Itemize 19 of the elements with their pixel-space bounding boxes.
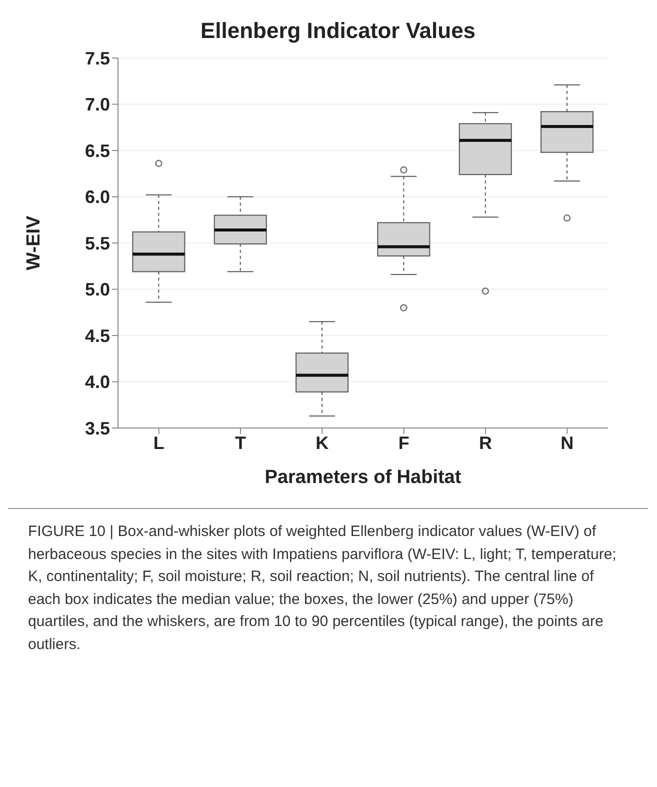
- y-axis-title: W-EIV: [24, 215, 45, 270]
- y-tick-label: 4.0: [84, 372, 110, 392]
- x-axis-title: Parameters of Habitat: [264, 467, 462, 488]
- x-tick-label: T: [235, 432, 246, 453]
- y-tick-label: 5.5: [84, 233, 110, 254]
- y-tick-label: 3.5: [84, 418, 110, 438]
- x-tick-label: L: [153, 432, 164, 453]
- y-tick-label: 6.5: [84, 140, 110, 161]
- x-tick-label: N: [560, 432, 574, 453]
- y-tick-label: 7.0: [84, 94, 110, 115]
- x-tick-label: K: [316, 432, 329, 453]
- x-tick-label: R: [479, 432, 492, 453]
- y-tick-label: 6.0: [84, 187, 110, 208]
- y-tick-label: 5.0: [84, 280, 110, 300]
- x-tick-label: F: [398, 432, 410, 453]
- y-tick-label: 7.5: [84, 48, 110, 68]
- chart-title: Ellenberg Indicator Values: [200, 18, 476, 43]
- y-tick-label: 4.5: [84, 326, 110, 346]
- caption: FIGURE 10 | Box-and-whisker plots of weighted Ellenberg indicator values (W-EIV) of herbaceous species in the sites with Impatiens parviflora (W-EIV: L, light; T, temperature; K, continentality; F, soil moisture; R, soil reaction; N, soil nutrients). The central line of each box indicates the median value; the boxes, the lower (25%) and upper (75%) quartiles, and the whiskers, are from 10 to 90 percentiles (typical range), the points are outliers.: [28, 522, 618, 654]
